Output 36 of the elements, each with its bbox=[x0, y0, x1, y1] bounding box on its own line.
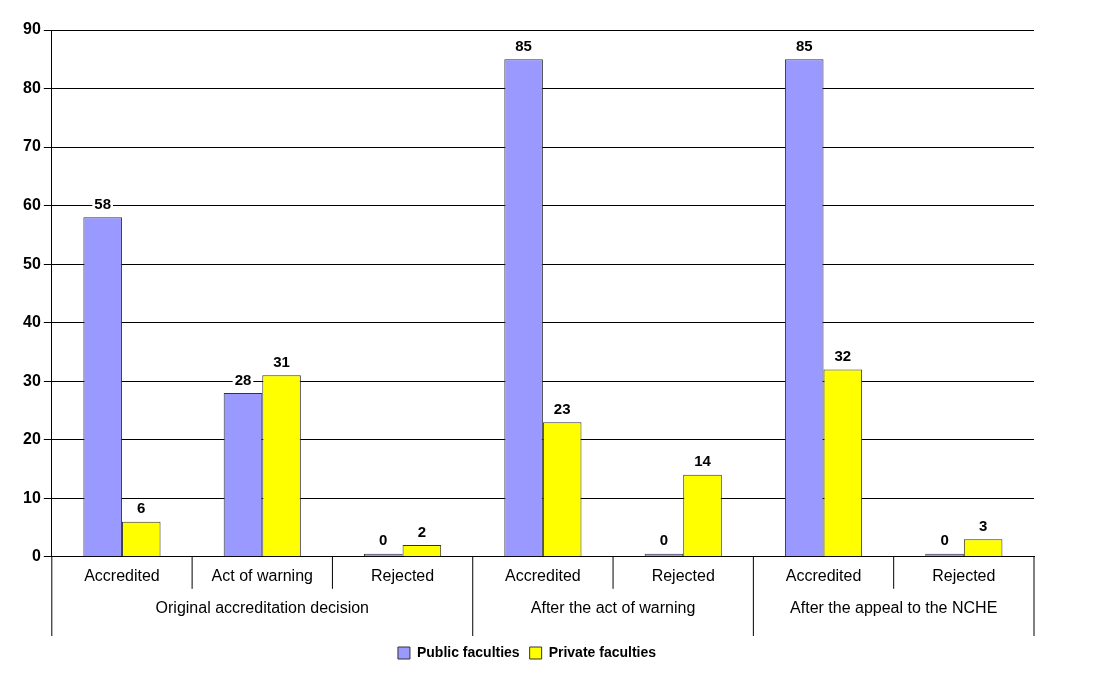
y-tick-label: 20 bbox=[23, 430, 41, 448]
text: After the act of warning bbox=[530, 599, 696, 617]
y-tick-label: 0 bbox=[31, 547, 41, 565]
x-tick-label: Act of warning bbox=[211, 566, 313, 584]
legend-label: Private faculties bbox=[548, 643, 657, 660]
data-label: 0 bbox=[940, 531, 949, 549]
y-tick-label: 90 bbox=[23, 20, 41, 38]
y-tick-label: 30 bbox=[23, 371, 41, 389]
data-label: 85 bbox=[795, 36, 813, 54]
x-tick-label: Accredited bbox=[84, 566, 160, 584]
data-label: 6 bbox=[137, 499, 146, 517]
text: After the appeal to the NCHE bbox=[790, 599, 998, 617]
data-label: 32 bbox=[834, 347, 852, 365]
x-tick-label: Rejected bbox=[932, 566, 996, 584]
y-tick-label: 70 bbox=[23, 137, 41, 155]
text: Original accreditation decision bbox=[155, 599, 369, 617]
y-tick-label: 40 bbox=[23, 313, 41, 331]
data-label: 31 bbox=[273, 352, 290, 370]
data-label: 3 bbox=[978, 516, 988, 534]
x-tick-label: Rejected bbox=[651, 566, 715, 584]
y-tick-label: 80 bbox=[23, 78, 41, 96]
x-tick-label: Accredited bbox=[785, 566, 862, 584]
y-tick-label: 60 bbox=[23, 196, 41, 214]
data-label: 14 bbox=[694, 452, 712, 470]
x-tick-label: Accredited bbox=[505, 566, 581, 584]
y-tick-label: 10 bbox=[23, 488, 41, 506]
data-label: 0 bbox=[659, 531, 669, 549]
data-label: 0 bbox=[379, 531, 388, 549]
data-label: 58 bbox=[94, 194, 111, 212]
data-label: 28 bbox=[234, 370, 252, 388]
data-label: 2 bbox=[417, 522, 427, 540]
legend-label: Public faculties bbox=[416, 643, 520, 660]
x-tick-label: Rejected bbox=[371, 566, 435, 584]
data-label: 85 bbox=[515, 36, 532, 54]
y-tick-label: 50 bbox=[23, 254, 41, 272]
data-label: 23 bbox=[553, 399, 571, 417]
